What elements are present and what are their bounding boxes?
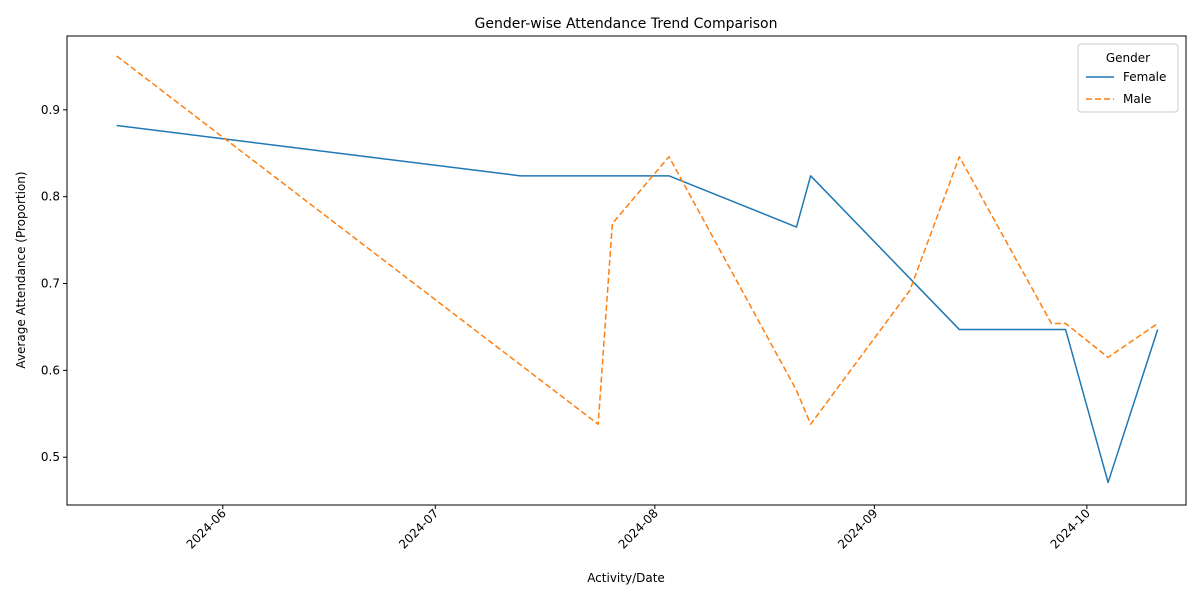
x-tick-label: 2024-10 (1048, 506, 1093, 551)
x-axis: 2024-06 2024-07 2024-08 2024-09 2024-10 (184, 505, 1093, 552)
y-axis-label: Average Attendance (Proportion) (14, 171, 28, 368)
legend: Gender Female Male (1077, 43, 1179, 113)
y-axis: 0.5 0.6 0.7 0.8 0.9 (41, 103, 67, 464)
y-tick-label: 0.7 (41, 277, 60, 291)
legend-title: Gender (1106, 51, 1150, 65)
series-line-female (116, 124, 1159, 484)
plot-frame (66, 35, 1187, 506)
legend-label-female: Female (1123, 70, 1166, 84)
x-tick-label: 2024-08 (616, 506, 661, 551)
plot-area (116, 55, 1159, 484)
x-tick-label: 2024-07 (396, 506, 441, 551)
y-tick-label: 0.9 (41, 103, 60, 117)
series-line-male (116, 55, 1159, 425)
x-tick-label: 2024-06 (184, 506, 229, 551)
y-tick-label: 0.6 (41, 363, 60, 377)
y-tick-label: 0.5 (41, 450, 60, 464)
x-tick-label: 2024-09 (835, 506, 880, 551)
legend-frame (1077, 43, 1179, 113)
legend-label-male: Male (1123, 92, 1151, 106)
y-tick-label: 0.8 (41, 190, 60, 204)
x-axis-label: Activity/Date (587, 571, 665, 585)
chart-title: Gender-wise Attendance Trend Comparison (475, 16, 778, 32)
